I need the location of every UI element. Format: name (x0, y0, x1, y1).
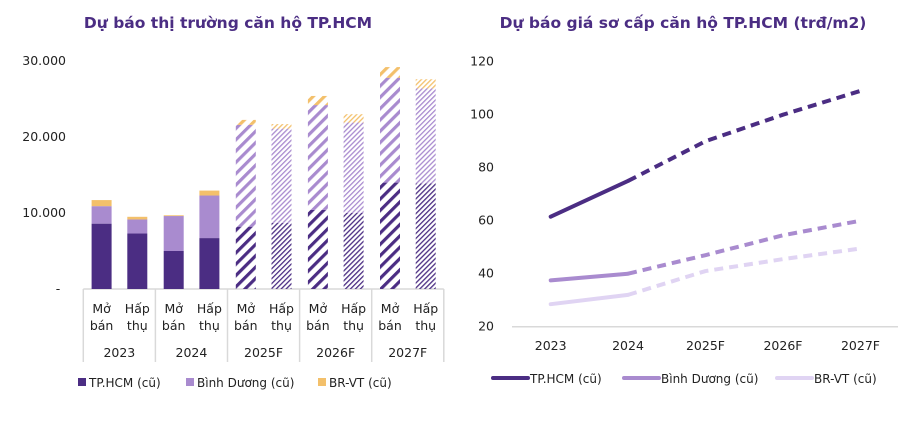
x-tick-label: 2026F (763, 338, 802, 353)
bar-segment-binh-duong (380, 78, 400, 183)
bar-segment-binh-duong (92, 206, 112, 223)
subcategory-label: bán (162, 318, 186, 333)
bar-segment-binh-duong (272, 129, 292, 223)
line-forecast-hcm (628, 91, 861, 181)
subcategory-label: Hấp (269, 301, 294, 316)
bar-segment-hcm (416, 183, 436, 289)
y-tick-label: 20 (478, 319, 494, 334)
bar-segment-binh-duong (127, 219, 147, 233)
bar-segment-br-vt (380, 67, 400, 78)
legend-label: TP.HCM (cũ) (529, 372, 602, 386)
bar-segment-binh-duong (416, 88, 436, 183)
y-tick-label: 60 (478, 213, 494, 228)
subcategory-label: Mở (92, 301, 111, 316)
bar-segment-br-vt (199, 191, 219, 196)
bar-segment-hcm (380, 183, 400, 289)
bar-segment-br-vt (92, 200, 112, 206)
line-chart-title: Dự báo giá sơ cấp căn hộ TP.HCM (trđ/m2) (500, 14, 867, 32)
year-label: 2025F (244, 345, 283, 360)
subcategory-label: bán (90, 318, 114, 333)
subcategory-label: Mở (237, 301, 256, 316)
bar-segment-br-vt (308, 96, 328, 105)
subcategory-label: Hấp (341, 301, 366, 316)
year-label: 2026F (316, 345, 355, 360)
subcategory-label: Hấp (197, 301, 222, 316)
bar-segment-binh-duong (344, 123, 364, 213)
bar-segment-hcm (127, 234, 147, 289)
y-tick-label: 20.000 (22, 129, 66, 144)
y-tick-label: 40 (478, 266, 494, 281)
subcategory-label: bán (234, 318, 258, 333)
subcategory-label: bán (378, 318, 402, 333)
legend-swatch (318, 378, 326, 386)
bar-segment-br-vt (272, 124, 292, 129)
line-actual-binh-duong (551, 274, 628, 281)
bar-segment-br-vt (127, 217, 147, 220)
bar-segment-br-vt (236, 120, 256, 125)
line-actual-br-vt (551, 295, 628, 304)
subcategory-label: thụ (127, 318, 148, 333)
subcategory-label: thụ (415, 318, 436, 333)
line-forecast-br-vt (628, 249, 861, 295)
bar-segment-br-vt (416, 79, 436, 88)
line-actual-hcm (551, 181, 628, 217)
bar-segment-binh-duong (308, 105, 328, 210)
bar-chart-title: Dự báo thị trường căn hộ TP.HCM (84, 14, 372, 32)
legend-swatch (78, 378, 86, 386)
y-tick-label: 120 (470, 54, 494, 69)
bar-segment-hcm (344, 213, 364, 289)
bar-segment-br-vt (164, 215, 184, 216)
x-tick-label: 2023 (535, 338, 567, 353)
subcategory-label: Mở (164, 301, 183, 316)
x-tick-label: 2027F (841, 338, 880, 353)
line-chart: 20 40 60 80 100 120 2023 2024 2025F 2026F 2027F TP.… (470, 54, 898, 386)
bar-segment-br-vt (344, 114, 364, 122)
subcategory-label: Hấp (125, 301, 150, 316)
subcategory-label: Hấp (413, 301, 438, 316)
y-tick-label: 80 (478, 160, 494, 175)
legend-label: BR-VT (cũ) (329, 376, 392, 390)
legend-swatch (186, 378, 194, 386)
bar-segment-hcm (92, 224, 112, 289)
bar-segment-hcm (199, 238, 219, 289)
bar-segment-binh-duong (164, 216, 184, 251)
subcategory-label: thụ (343, 318, 364, 333)
subcategory-label: thụ (199, 318, 220, 333)
bar-segment-hcm (308, 210, 328, 289)
legend-label: TP.HCM (cũ) (88, 376, 161, 390)
subcategory-label: thụ (271, 318, 292, 333)
bar-segment-hcm (272, 223, 292, 289)
y-tick-label: - (56, 281, 61, 296)
y-tick-label: 100 (470, 107, 494, 122)
subcategory-label: Mở (381, 301, 400, 316)
bar-segment-binh-duong (236, 125, 256, 227)
legend-label: BR-VT (cũ) (814, 372, 877, 386)
x-tick-label: 2025F (686, 338, 725, 353)
year-label: 2024 (176, 345, 208, 360)
subcategory-label: Mở (309, 301, 328, 316)
y-tick-label: 30.000 (22, 53, 66, 68)
bar-segment-binh-duong (199, 196, 219, 239)
subcategory-label: bán (306, 318, 330, 333)
y-tick-label: 10.000 (22, 205, 66, 220)
x-tick-label: 2024 (612, 338, 644, 353)
legend-label: Bình Dương (cũ) (197, 376, 294, 390)
bar-chart: - 10.000 20.000 30.000 2023 Mở bán Hấp thụ 2024 Mở… (22, 53, 444, 390)
year-label: 2023 (103, 345, 135, 360)
year-label: 2027F (388, 345, 427, 360)
legend-label: Bình Dương (cũ) (661, 372, 758, 386)
bar-segment-hcm (236, 227, 256, 289)
bar-segment-hcm (164, 251, 184, 289)
